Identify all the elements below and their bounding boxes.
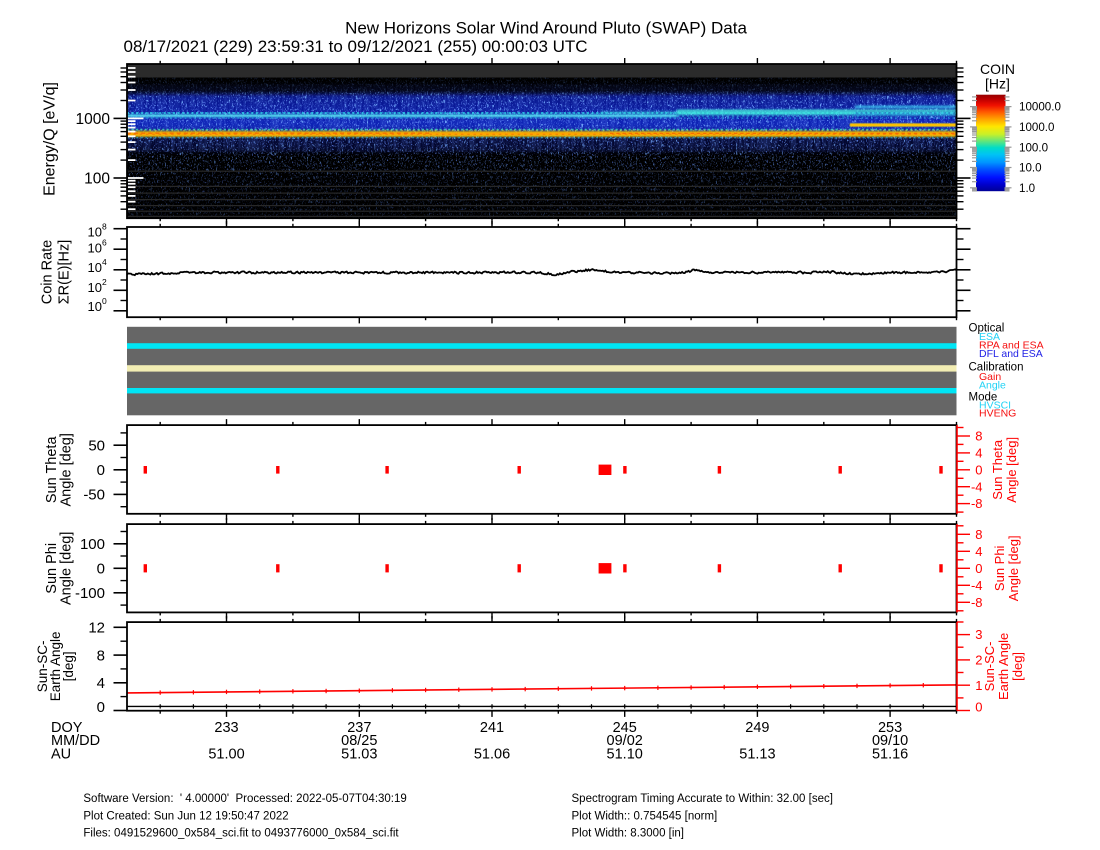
svg-text:AU: AU	[51, 747, 71, 763]
svg-text:DFL and ESA: DFL and ESA	[979, 348, 1043, 360]
svg-text:8: 8	[102, 222, 107, 232]
svg-text:1000.0: 1000.0	[1019, 121, 1054, 134]
svg-text:0: 0	[97, 561, 105, 578]
svg-text:-8: -8	[971, 595, 983, 610]
svg-text:237: 237	[347, 720, 371, 736]
svg-text:0: 0	[97, 699, 105, 716]
svg-text:253: 253	[878, 720, 902, 736]
svg-text:Angle [deg]: Angle [deg]	[1006, 535, 1021, 601]
svg-text:Plot Width: 8.3000 [in]: Plot Width: 8.3000 [in]	[572, 828, 685, 840]
svg-text:51.10: 51.10	[607, 747, 643, 763]
svg-text:8: 8	[975, 527, 982, 542]
svg-text:Sun-SC-: Sun-SC-	[982, 641, 997, 691]
svg-text:Calibration: Calibration	[969, 362, 1024, 374]
svg-text:Sun Phi: Sun Phi	[992, 545, 1007, 591]
svg-text:Optical: Optical	[969, 322, 1005, 334]
svg-text:Plot Created: Sun Jun 12 19:50: Plot Created: Sun Jun 12 19:50:47 2022	[83, 811, 288, 823]
svg-text:8: 8	[97, 647, 105, 664]
svg-text:51.03: 51.03	[341, 747, 377, 763]
svg-text:10: 10	[88, 280, 102, 295]
svg-text:1.0: 1.0	[1019, 182, 1035, 195]
svg-text:Mode: Mode	[969, 392, 998, 404]
svg-text:12: 12	[88, 620, 105, 637]
svg-text:10: 10	[88, 299, 102, 314]
svg-text:09/10: 09/10	[872, 733, 908, 749]
svg-text:0: 0	[975, 462, 982, 477]
svg-text:Angle [deg]: Angle [deg]	[59, 433, 75, 506]
svg-text:100: 100	[84, 170, 110, 187]
svg-text:Earth Angle: Earth Angle	[48, 631, 63, 701]
svg-text:Energy/Q [eV/q]: Energy/Q [eV/q]	[42, 82, 59, 196]
svg-text:Gain: Gain	[979, 371, 1001, 383]
svg-text:Earth Angle: Earth Angle	[996, 633, 1011, 700]
svg-text:1: 1	[975, 678, 982, 693]
svg-text:-50: -50	[83, 487, 105, 504]
svg-text:8: 8	[975, 429, 982, 444]
svg-text:10000.0: 10000.0	[1019, 101, 1061, 114]
svg-text:1000: 1000	[76, 111, 111, 128]
svg-text:3: 3	[975, 627, 982, 642]
svg-text:245: 245	[613, 720, 637, 736]
svg-text:241: 241	[480, 720, 504, 736]
svg-text:100.0: 100.0	[1019, 141, 1048, 154]
svg-text:08/25: 08/25	[341, 733, 377, 749]
svg-text:COIN: COIN	[980, 61, 1015, 77]
svg-text:Software Version: ' 4.00000': Software Version: ' 4.00000' Processed: …	[83, 793, 406, 805]
svg-text:0: 0	[102, 296, 107, 306]
svg-text:[deg]: [deg]	[1010, 652, 1025, 681]
svg-text:10: 10	[88, 260, 102, 275]
svg-text:[deg]: [deg]	[61, 651, 76, 681]
svg-text:233: 233	[214, 720, 238, 736]
svg-text:New Horizons Solar Wind Around: New Horizons Solar Wind Around Pluto (SW…	[345, 19, 747, 38]
svg-text:249: 249	[745, 720, 769, 736]
svg-text:Angle: Angle	[979, 380, 1006, 392]
svg-text:08/17/2021 (229) 23:59:31 to 0: 08/17/2021 (229) 23:59:31 to 09/12/2021 …	[124, 37, 588, 56]
svg-text:ESA: ESA	[979, 331, 1000, 343]
svg-text:Sun Theta: Sun Theta	[990, 439, 1005, 500]
svg-text:Sun-SC-: Sun-SC-	[35, 641, 50, 693]
svg-text:Sun Theta: Sun Theta	[44, 436, 60, 504]
svg-text:RPA and ESA: RPA and ESA	[979, 340, 1044, 352]
svg-text:10.0: 10.0	[1019, 162, 1042, 175]
svg-text:HVENG: HVENG	[979, 408, 1016, 420]
svg-text:0: 0	[975, 561, 982, 576]
svg-text:Spectrogram Timing Accurate to: Spectrogram Timing Accurate to Within: 3…	[572, 793, 833, 805]
svg-text:4: 4	[102, 257, 107, 267]
svg-text:Sun Phi: Sun Phi	[44, 543, 60, 594]
svg-text:4: 4	[97, 675, 105, 692]
svg-text:10: 10	[88, 241, 102, 256]
svg-text:ΣR(E)[Hz]: ΣR(E)[Hz]	[57, 240, 73, 305]
svg-text:0: 0	[975, 700, 982, 715]
svg-text:-4: -4	[971, 578, 983, 593]
svg-text:6: 6	[102, 238, 107, 248]
svg-text:Angle [deg]: Angle [deg]	[1004, 437, 1019, 503]
svg-text:DOY: DOY	[51, 720, 83, 736]
svg-text:-100: -100	[75, 585, 105, 602]
svg-text:4: 4	[975, 445, 982, 460]
svg-text:100: 100	[80, 536, 105, 553]
svg-text:0: 0	[97, 462, 105, 479]
svg-text:51.00: 51.00	[208, 747, 244, 763]
svg-text:10: 10	[88, 225, 102, 240]
svg-text:-8: -8	[971, 496, 983, 511]
svg-text:Angle [deg]: Angle [deg]	[59, 532, 75, 605]
svg-text:51.06: 51.06	[474, 747, 510, 763]
svg-text:51.16: 51.16	[872, 747, 908, 763]
svg-text:4: 4	[975, 544, 982, 559]
svg-text:-4: -4	[971, 479, 983, 494]
svg-text:51.13: 51.13	[739, 747, 775, 763]
svg-text:HVSCI: HVSCI	[979, 400, 1011, 412]
svg-text:Plot Width:: 0.754545 [norm]: Plot Width:: 0.754545 [norm]	[572, 811, 718, 823]
svg-text:09/02: 09/02	[607, 733, 643, 749]
svg-text:50: 50	[88, 437, 105, 454]
svg-text:2: 2	[102, 277, 107, 287]
svg-text:[Hz]: [Hz]	[985, 75, 1010, 91]
svg-text:Coin Rate: Coin Rate	[40, 240, 56, 304]
svg-text:Files: 0491529600_0x584_sci.fi: Files: 0491529600_0x584_sci.fit to 04937…	[83, 828, 399, 840]
svg-text:2: 2	[975, 652, 982, 667]
svg-text:MM/DD: MM/DD	[51, 733, 100, 749]
